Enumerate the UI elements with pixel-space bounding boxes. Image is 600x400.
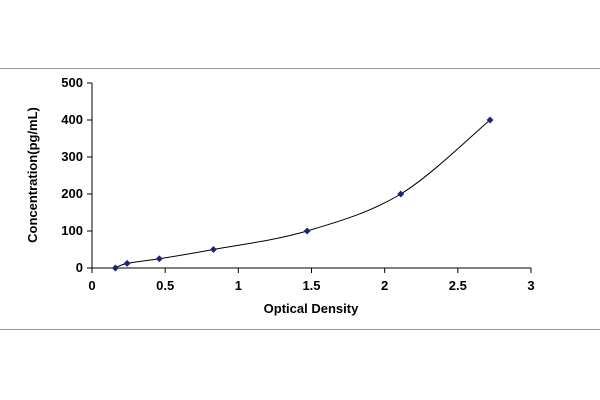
x-tick-label: 0.5 [156,278,174,293]
x-tick-label: 1 [235,278,242,293]
y-tick-label: 200 [61,186,83,201]
y-axis-title: Concentration(pg/mL) [25,107,40,243]
x-tick-label: 3 [527,278,534,293]
data-point [486,116,494,124]
y-tick-label: 300 [61,149,83,164]
x-tick-label: 0 [88,278,95,293]
x-axis-title: Optical Density [264,301,359,316]
tick-labels-layer: 0 100 200 300 400 500 0 0.5 1 1.5 2 2.5 3 [61,75,534,293]
data-points-layer [111,116,494,272]
trend-curve-layer [115,119,491,269]
x-tick-label: 1.5 [302,278,320,293]
axes [87,82,532,273]
data-point [303,227,311,235]
y-tick-label: 400 [61,112,83,127]
y-tick-label: 500 [61,75,83,90]
data-point [209,245,218,254]
x-tick-label: 2.5 [449,278,467,293]
data-point [155,255,163,263]
chart-frame [0,68,600,330]
y-tick-label: 0 [76,260,83,275]
trend-curve [115,119,491,269]
data-point [123,259,131,267]
y-tick-label: 100 [61,223,83,238]
data-point [397,190,405,198]
data-point [111,264,119,272]
x-tick-label: 2 [381,278,388,293]
